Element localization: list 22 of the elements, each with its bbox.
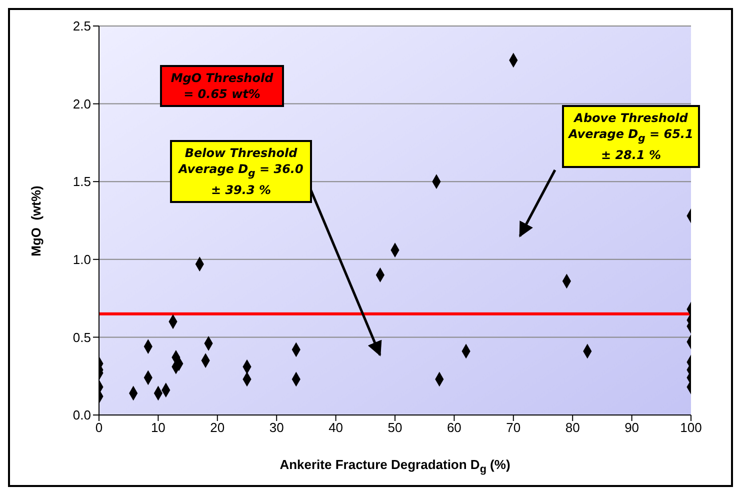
x-tick-label: 20 bbox=[210, 420, 225, 436]
x-axis-title: Ankerite Fracture Degradation D$_{g}$ (%) bbox=[280, 457, 510, 476]
x-tick-label: 60 bbox=[446, 420, 462, 436]
x-tick-label: 70 bbox=[506, 420, 521, 436]
x-tick-label: 100 bbox=[680, 420, 702, 436]
annotation: Above Threshold Average D$_{g}$ = 65.1 ± 28.1 % bbox=[562, 105, 700, 168]
y-tick-label: 2.5 bbox=[72, 18, 91, 34]
y-axis-title: MgO (wt%) bbox=[28, 185, 44, 256]
x-tick-label: 50 bbox=[388, 420, 402, 436]
x-tick-label: 10 bbox=[150, 420, 166, 436]
x-tick-label: 80 bbox=[565, 420, 580, 436]
y-tick-label: 1.0 bbox=[72, 252, 91, 268]
x-tick-label: 40 bbox=[328, 420, 344, 436]
annotation: Below Threshold Average D$_{g}$ = 36.0 ± 39.3 % bbox=[170, 140, 312, 204]
x-tick-label: 90 bbox=[624, 420, 640, 436]
y-tick-label: 0.0 bbox=[72, 408, 91, 423]
x-tick-label: 30 bbox=[269, 420, 284, 436]
y-tick-label: 1.5 bbox=[72, 174, 91, 190]
y-tick-label: 2.0 bbox=[72, 96, 91, 112]
y-tick-label: 0.5 bbox=[72, 330, 91, 345]
annotation: MgO Threshold = 0.65 wt% bbox=[160, 65, 284, 107]
x-tick-label: 0 bbox=[95, 420, 103, 436]
